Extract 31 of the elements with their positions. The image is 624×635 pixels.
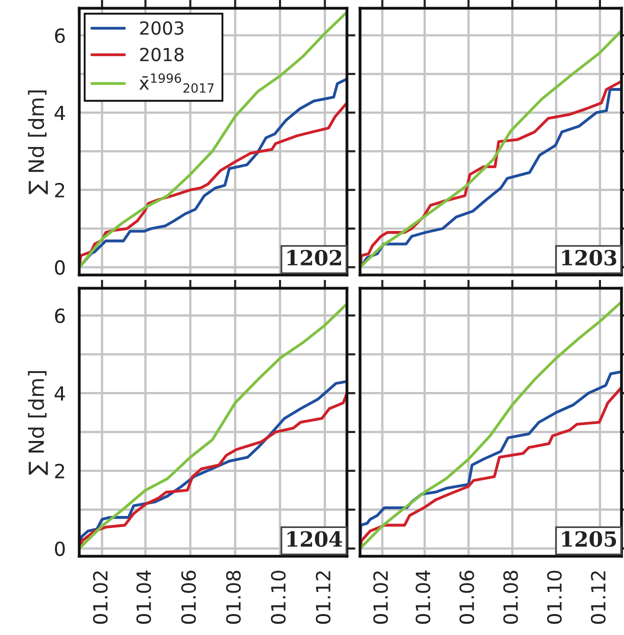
- y-tick-label: 2: [55, 464, 64, 478]
- x-tick-label: 01.06: [459, 570, 474, 624]
- x-tick-label: 01.12: [590, 571, 606, 624]
- y-tick-label: 6: [55, 308, 65, 324]
- legend-label: 2018: [140, 48, 184, 62]
- legend-label: x̄$^{1996}$$_{2017}$: [139, 73, 214, 93]
- x-tick-label: 01.12: [316, 571, 331, 624]
- y-tick-label: 2: [55, 182, 64, 198]
- y-axis-title: ∑ Nd [dm]: [28, 90, 48, 194]
- annotation: 1202: [287, 250, 342, 266]
- annotation: 1203: [562, 250, 616, 266]
- y-tick-label: 6: [55, 28, 65, 43]
- annotation: 1204: [287, 531, 342, 547]
- x-tick-label: 01.02: [373, 571, 388, 624]
- y-axis-title: ∑ Nd [dm]: [28, 371, 48, 475]
- y-tick-label: 4: [54, 106, 65, 120]
- x-tick-label: 01.06: [181, 570, 196, 624]
- line-series: [79, 302, 347, 550]
- x-tick-label: 01.04: [136, 570, 152, 624]
- x-tick-label: 01.02: [92, 571, 108, 624]
- y-tick-label: 0: [54, 541, 65, 556]
- x-tick-label: 01.08: [226, 570, 241, 624]
- x-tick-label: 01.10: [270, 570, 286, 624]
- y-tick-label: 0: [54, 260, 65, 275]
- annotation: 1205: [562, 531, 616, 547]
- legend-label: 2003: [140, 21, 184, 35]
- x-tick-label: 01.10: [547, 570, 562, 624]
- line-series: [79, 10, 347, 269]
- x-tick-label: 01.08: [503, 570, 518, 624]
- y-tick-label: 4: [54, 386, 65, 401]
- x-tick-label: 01.04: [416, 570, 430, 624]
